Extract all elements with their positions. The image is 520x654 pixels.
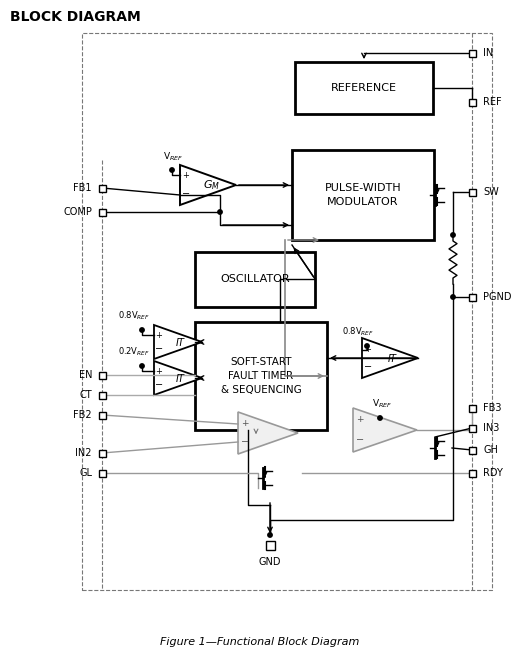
Bar [469,294,475,300]
Text: RDY: RDY [483,468,503,478]
Text: +: + [356,415,364,424]
Bar [469,99,475,105]
Text: 0.2V$_{REF}$: 0.2V$_{REF}$ [118,345,150,358]
Bar [98,470,106,477]
Polygon shape [238,412,298,454]
Text: SOFT-START
FAULT TIMER
& SEQUENCING: SOFT-START FAULT TIMER & SEQUENCING [220,357,302,395]
Text: +: + [241,419,249,428]
Text: FB2: FB2 [73,410,92,420]
Text: IN3: IN3 [483,423,499,433]
Text: FB1: FB1 [73,183,92,193]
Text: EN: EN [79,370,92,380]
Text: V$_{REF}$: V$_{REF}$ [372,398,393,410]
Bar [98,371,106,379]
Bar [82,33,492,590]
Text: COMP: COMP [63,207,92,217]
Text: REF: REF [483,97,502,107]
Polygon shape [362,338,418,378]
Bar [195,252,315,307]
Text: Figure 1—Functional Block Diagram: Figure 1—Functional Block Diagram [160,637,360,647]
Bar [469,405,475,411]
Text: PGND: PGND [483,292,512,302]
Polygon shape [154,325,202,359]
Text: GL: GL [79,468,92,478]
Polygon shape [180,165,236,205]
Text: GH: GH [483,445,498,455]
Text: $\mathit{IT}$: $\mathit{IT}$ [175,372,187,384]
Bar [98,184,106,192]
Polygon shape [154,361,202,395]
Circle shape [140,364,144,368]
Text: IN2: IN2 [75,448,92,458]
Text: −: − [182,189,190,199]
Circle shape [140,328,144,332]
Circle shape [378,416,382,421]
Circle shape [268,533,272,537]
Text: $\mathit{IT}$: $\mathit{IT}$ [387,352,399,364]
Text: +: + [155,366,162,375]
Bar [195,322,327,430]
Text: FB3: FB3 [483,403,501,413]
Circle shape [170,168,174,172]
Text: OSCILLATOR: OSCILLATOR [220,275,290,284]
Text: V$_{REF}$: V$_{REF}$ [163,150,184,163]
Text: $G_M$: $G_M$ [203,178,220,192]
Bar [266,540,275,549]
Bar [98,449,106,456]
Polygon shape [353,408,417,452]
Text: REFERENCE: REFERENCE [331,83,397,93]
Text: −: − [241,437,249,447]
Bar [98,209,106,216]
Text: −: − [356,435,364,445]
Circle shape [365,344,369,348]
Bar [98,411,106,419]
Text: GND: GND [259,557,281,567]
Bar [295,62,433,114]
Text: 0.8V$_{REF}$: 0.8V$_{REF}$ [118,309,150,322]
Text: −: − [155,380,163,390]
Text: −: − [155,344,163,354]
Text: +: + [183,171,189,181]
Text: CT: CT [80,390,92,400]
Text: −: − [364,362,372,372]
Text: 0.8V$_{REF}$: 0.8V$_{REF}$ [342,326,374,338]
Bar [469,424,475,432]
Text: +: + [365,345,371,354]
Text: BLOCK DIAGRAM: BLOCK DIAGRAM [10,10,141,24]
Bar [469,50,475,56]
Bar [292,150,434,240]
Text: PULSE-WIDTH
MODULATOR: PULSE-WIDTH MODULATOR [324,183,401,207]
Circle shape [451,295,455,299]
Text: IN: IN [483,48,493,58]
Bar [469,447,475,453]
Bar [98,392,106,398]
Text: SW: SW [483,187,499,197]
Bar [469,470,475,477]
Text: $\mathit{IT}$: $\mathit{IT}$ [175,336,187,348]
Bar [469,188,475,196]
Circle shape [451,233,455,237]
Circle shape [218,210,222,215]
Text: +: + [155,330,162,339]
